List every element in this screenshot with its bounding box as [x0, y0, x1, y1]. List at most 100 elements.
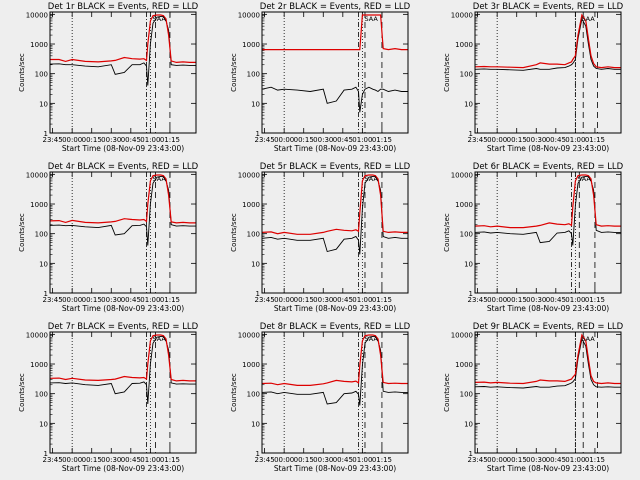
x-tick-label: 00:45 — [333, 456, 353, 464]
events-series-line — [261, 175, 408, 255]
x-tick-label: 00:45 — [546, 136, 566, 144]
x-tick-label: 00:00 — [274, 296, 294, 304]
detector-panel: Det 8r BLACK = Events, RED = LLD 1 10 100 10… — [230, 322, 411, 473]
y-tick-label: 1000 — [30, 201, 48, 209]
x-tick-label: 00:00 — [274, 456, 294, 464]
x-axis-label: Start Time (08-Nov-09 23:43:00) — [487, 304, 609, 313]
plot-frame — [49, 171, 197, 294]
y-tick-label: 100 — [460, 391, 473, 399]
lld-series-line — [261, 334, 408, 386]
y-tick-label: 1000 — [242, 41, 260, 49]
detector-panel: Det 7r BLACK = Events, RED = LLD 1 10 100 10… — [18, 322, 199, 473]
x-tick-label: 00:30 — [101, 456, 121, 464]
x-tick-label: 00:00 — [62, 296, 82, 304]
x-tick-label: 23:45 — [255, 296, 275, 304]
y-tick-label: 1 — [469, 130, 473, 138]
y-tick-label: 100 — [35, 231, 48, 239]
plot-frame — [474, 171, 622, 294]
x-tick-label: 00:15 — [294, 136, 314, 144]
y-axis-label: Counts/sec — [230, 213, 238, 252]
lld-series-line — [49, 334, 196, 382]
x-tick-label: 01:15 — [372, 296, 392, 304]
x-tick-label: 23:45 — [468, 296, 488, 304]
y-tick-label: 1000 — [30, 41, 48, 49]
y-tick-label: 1 — [256, 290, 260, 298]
x-axis-label: Start Time (08-Nov-09 23:43:00) — [487, 144, 609, 153]
x-tick-label: 01:15 — [160, 456, 180, 464]
y-tick-label: 100 — [247, 231, 260, 239]
y-tick-label: 1000 — [242, 361, 260, 369]
x-tick-label: 01:00 — [352, 456, 372, 464]
detector-panel: Det 3r BLACK = Events, RED = LLD 1 10 100 10… — [443, 2, 624, 153]
panel-title: Det 9r BLACK = Events, RED = LLD — [473, 322, 624, 332]
x-tick-label: 00:45 — [121, 456, 141, 464]
y-tick-label: 100 — [35, 71, 48, 79]
detector-panel: Det 5r BLACK = Events, RED = LLD 1 10 100 10… — [230, 162, 411, 313]
x-tick-label: 01:15 — [585, 296, 605, 304]
events-series-line — [261, 335, 408, 406]
y-tick-label: 10 — [251, 100, 260, 108]
y-axis-label: Counts/sec — [18, 53, 26, 92]
y-tick-label: 100 — [460, 71, 473, 79]
x-tick-label: 01:15 — [372, 136, 392, 144]
y-tick-label: 10000 — [451, 11, 473, 19]
y-tick-label: 1 — [44, 290, 48, 298]
x-tick-label: 01:15 — [160, 136, 180, 144]
x-tick-label: 00:45 — [546, 456, 566, 464]
plot-frame — [474, 331, 622, 454]
y-tick-label: 10 — [464, 260, 473, 268]
x-tick-label: 23:45 — [468, 456, 488, 464]
x-tick-label: 00:30 — [526, 136, 546, 144]
panel-title: Det 1r BLACK = Events, RED = LLD — [48, 2, 199, 12]
lld-series-line — [474, 13, 621, 69]
detector-panel: Det 2r BLACK = Events, RED = LLD 1 10 100 10… — [230, 2, 411, 153]
x-tick-label: 00:45 — [333, 136, 353, 144]
lld-series-line — [49, 174, 196, 224]
x-axis-label: Start Time (08-Nov-09 23:43:00) — [62, 304, 184, 313]
x-tick-label: 00:45 — [546, 296, 566, 304]
x-tick-label: 01:15 — [585, 456, 605, 464]
saa-marker-label: SAA — [581, 15, 595, 23]
y-tick-label: 100 — [247, 391, 260, 399]
plot-frame — [474, 11, 622, 134]
detector-panel: Det 1r BLACK = Events, RED = LLD 1 10 100 10… — [18, 2, 199, 153]
y-tick-label: 100 — [460, 231, 473, 239]
x-tick-label: 01:00 — [352, 296, 372, 304]
x-tick-label: 00:15 — [82, 136, 102, 144]
x-tick-label: 01:15 — [160, 296, 180, 304]
x-tick-label: 01:00 — [565, 296, 585, 304]
x-tick-label: 00:15 — [507, 456, 527, 464]
lld-series-line — [262, 14, 408, 51]
x-tick-label: 00:45 — [333, 296, 353, 304]
x-tick-label: 01:00 — [352, 136, 372, 144]
x-tick-label: 00:45 — [121, 136, 141, 144]
x-tick-label: 23:45 — [43, 456, 63, 464]
y-tick-label: 1000 — [455, 361, 473, 369]
lld-series-line — [261, 174, 408, 235]
y-tick-label: 100 — [35, 391, 48, 399]
saa-marker-label: SAA — [577, 175, 591, 183]
y-tick-label: 1000 — [455, 201, 473, 209]
events-series-line — [474, 17, 621, 71]
detector-panel: Det 9r BLACK = Events, RED = LLD 1 10 100 10… — [443, 322, 624, 473]
panel-title: Det 2r BLACK = Events, RED = LLD — [260, 2, 411, 12]
x-tick-label: 01:15 — [585, 136, 605, 144]
x-tick-label: 00:00 — [487, 456, 507, 464]
y-tick-label: 10 — [251, 260, 260, 268]
y-tick-label: 1 — [44, 130, 48, 138]
saa-marker-label: SAA — [152, 335, 166, 343]
x-axis-label: Start Time (08-Nov-09 23:43:00) — [487, 464, 609, 473]
saa-marker-label: SAA — [364, 335, 378, 343]
y-tick-label: 1 — [256, 130, 260, 138]
y-tick-label: 1 — [469, 450, 473, 458]
y-tick-label: 10 — [39, 260, 48, 268]
events-series-line — [261, 86, 408, 113]
plot-frame — [49, 11, 197, 134]
panel-title: Det 8r BLACK = Events, RED = LLD — [260, 322, 411, 332]
x-tick-label: 00:15 — [82, 296, 102, 304]
saa-marker-label: SAA — [364, 15, 378, 23]
y-tick-label: 10 — [464, 420, 473, 428]
x-tick-label: 00:30 — [101, 136, 121, 144]
x-tick-label: 01:00 — [140, 136, 160, 144]
x-tick-label: 00:00 — [274, 136, 294, 144]
